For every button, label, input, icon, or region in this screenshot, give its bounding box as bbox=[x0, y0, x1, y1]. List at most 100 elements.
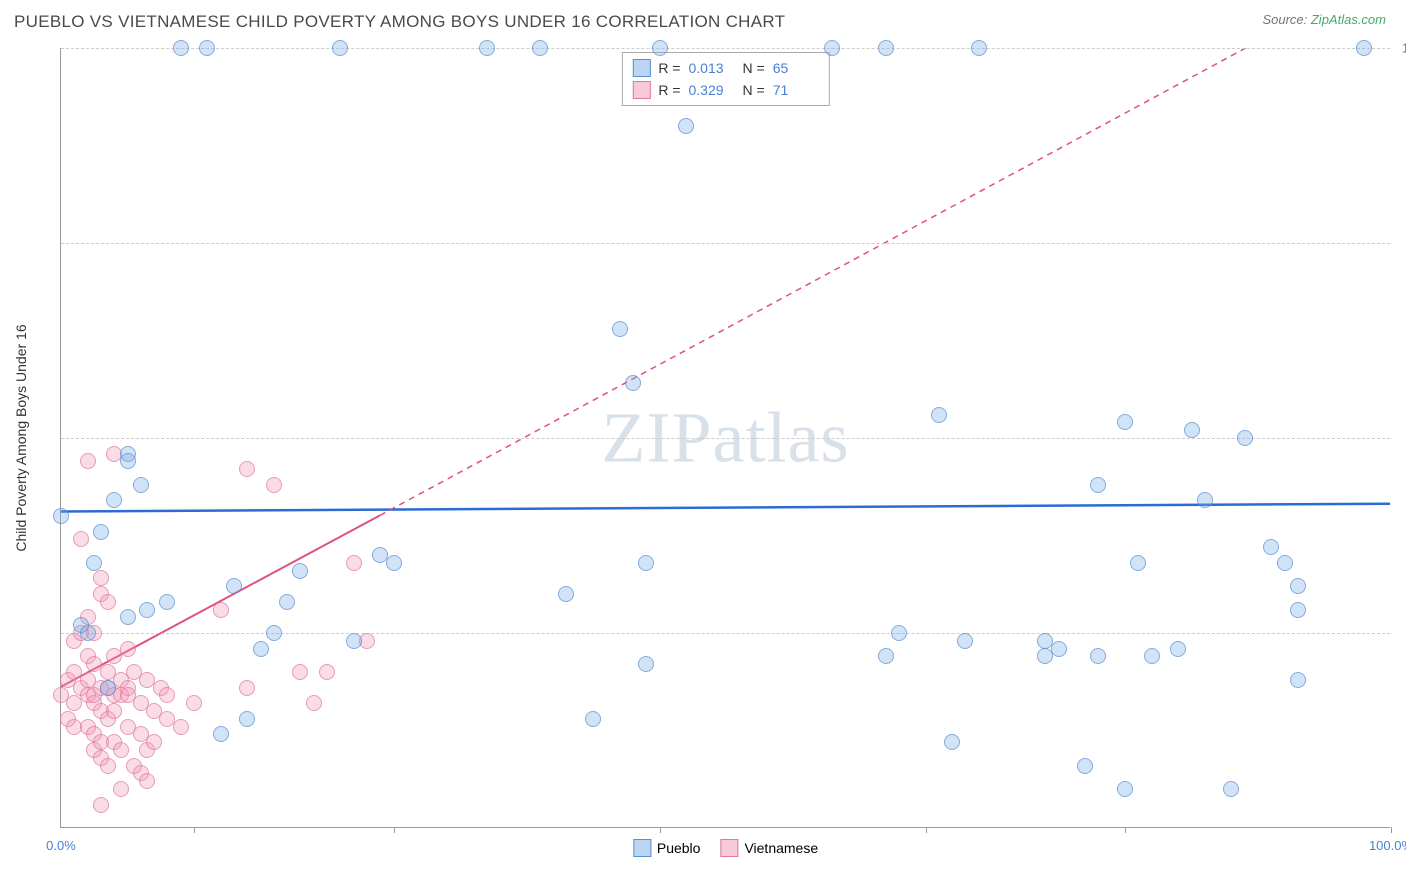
data-point bbox=[319, 664, 335, 680]
gridline bbox=[61, 48, 1390, 49]
data-point bbox=[139, 773, 155, 789]
data-point bbox=[346, 555, 362, 571]
x-tick bbox=[1125, 827, 1126, 833]
data-point bbox=[239, 461, 255, 477]
data-point bbox=[1090, 648, 1106, 664]
data-point bbox=[80, 625, 96, 641]
source-link[interactable]: ZipAtlas.com bbox=[1311, 12, 1386, 27]
data-point bbox=[1223, 781, 1239, 797]
data-point bbox=[159, 594, 175, 610]
x-tick bbox=[194, 827, 195, 833]
legend-row-vietnamese: R = 0.329 N = 71 bbox=[632, 79, 818, 101]
data-point bbox=[73, 531, 89, 547]
data-point bbox=[1290, 578, 1306, 594]
data-point bbox=[944, 734, 960, 750]
data-point bbox=[824, 40, 840, 56]
swatch-blue bbox=[632, 59, 650, 77]
data-point bbox=[1051, 641, 1067, 657]
data-point bbox=[80, 453, 96, 469]
data-point bbox=[1237, 430, 1253, 446]
swatch-pink bbox=[720, 839, 738, 857]
gridline bbox=[61, 633, 1390, 634]
data-point bbox=[1263, 539, 1279, 555]
data-point bbox=[1356, 40, 1372, 56]
data-point bbox=[100, 758, 116, 774]
data-point bbox=[652, 40, 668, 56]
x-tick-label: 0.0% bbox=[46, 838, 76, 853]
data-point bbox=[139, 602, 155, 618]
data-point bbox=[100, 594, 116, 610]
data-point bbox=[133, 477, 149, 493]
x-tick bbox=[1391, 827, 1392, 833]
data-point bbox=[1170, 641, 1186, 657]
data-point bbox=[266, 477, 282, 493]
data-point bbox=[239, 711, 255, 727]
data-point bbox=[1117, 781, 1133, 797]
data-point bbox=[1077, 758, 1093, 774]
data-point bbox=[1277, 555, 1293, 571]
y-tick-label: 50.0% bbox=[1396, 431, 1406, 446]
data-point bbox=[53, 508, 69, 524]
data-point bbox=[146, 734, 162, 750]
series-legend: Pueblo Vietnamese bbox=[633, 839, 818, 857]
swatch-pink bbox=[632, 81, 650, 99]
data-point bbox=[100, 680, 116, 696]
data-point bbox=[585, 711, 601, 727]
y-tick-label: 100.0% bbox=[1396, 41, 1406, 56]
data-point bbox=[86, 555, 102, 571]
data-point bbox=[113, 781, 129, 797]
data-point bbox=[638, 656, 654, 672]
data-point bbox=[93, 570, 109, 586]
x-tick bbox=[394, 827, 395, 833]
chart-title: PUEBLO VS VIETNAMESE CHILD POVERTY AMONG… bbox=[14, 12, 785, 32]
data-point bbox=[120, 453, 136, 469]
legend-row-pueblo: R = 0.013 N = 65 bbox=[632, 57, 818, 79]
data-point bbox=[239, 680, 255, 696]
data-point bbox=[93, 797, 109, 813]
y-axis-label: Child Poverty Among Boys Under 16 bbox=[13, 324, 29, 551]
chart-header: PUEBLO VS VIETNAMESE CHILD POVERTY AMONG… bbox=[0, 0, 1406, 40]
x-tick bbox=[926, 827, 927, 833]
gridline bbox=[61, 243, 1390, 244]
y-tick-label: 75.0% bbox=[1396, 236, 1406, 251]
data-point bbox=[120, 641, 136, 657]
data-point bbox=[113, 742, 129, 758]
data-point bbox=[226, 578, 242, 594]
data-point bbox=[1197, 492, 1213, 508]
data-point bbox=[266, 625, 282, 641]
data-point bbox=[878, 648, 894, 664]
data-point bbox=[332, 40, 348, 56]
data-point bbox=[1090, 477, 1106, 493]
data-point bbox=[479, 40, 495, 56]
swatch-blue bbox=[633, 839, 651, 857]
data-point bbox=[173, 40, 189, 56]
data-point bbox=[1117, 414, 1133, 430]
data-point bbox=[638, 555, 654, 571]
data-point bbox=[558, 586, 574, 602]
x-tick-label: 100.0% bbox=[1369, 838, 1406, 853]
data-point bbox=[93, 524, 109, 540]
x-tick bbox=[660, 827, 661, 833]
data-point bbox=[186, 695, 202, 711]
scatter-chart: Child Poverty Among Boys Under 16 ZIPatl… bbox=[60, 48, 1390, 828]
legend-item-pueblo: Pueblo bbox=[633, 839, 701, 857]
data-point bbox=[678, 118, 694, 134]
data-point bbox=[1144, 648, 1160, 664]
data-point bbox=[1130, 555, 1146, 571]
data-point bbox=[253, 641, 269, 657]
data-point bbox=[971, 40, 987, 56]
data-point bbox=[173, 719, 189, 735]
y-tick-label: 25.0% bbox=[1396, 626, 1406, 641]
data-point bbox=[625, 375, 641, 391]
data-point bbox=[532, 40, 548, 56]
data-point bbox=[386, 555, 402, 571]
data-point bbox=[957, 633, 973, 649]
data-point bbox=[346, 633, 362, 649]
data-point bbox=[1290, 602, 1306, 618]
data-point bbox=[106, 492, 122, 508]
data-point bbox=[1290, 672, 1306, 688]
data-point bbox=[292, 563, 308, 579]
data-point bbox=[120, 609, 136, 625]
correlation-legend: R = 0.013 N = 65 R = 0.329 N = 71 bbox=[621, 52, 829, 106]
data-point bbox=[878, 40, 894, 56]
